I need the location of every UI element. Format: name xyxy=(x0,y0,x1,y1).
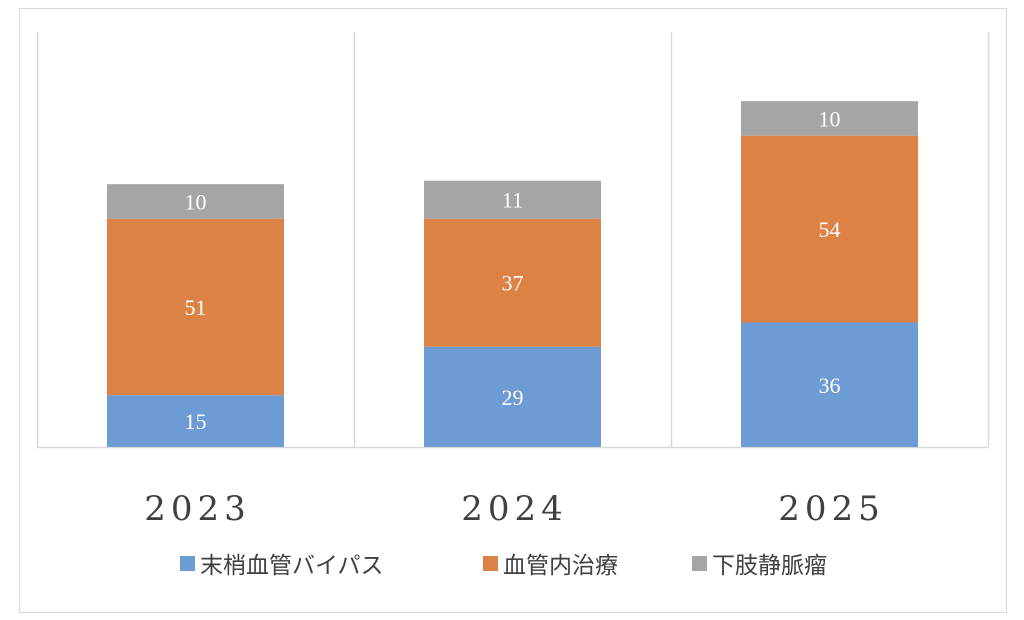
data-label: 29 xyxy=(502,385,524,410)
bar-segment xyxy=(424,180,601,219)
data-label: 54 xyxy=(819,217,841,242)
data-label: 10 xyxy=(185,189,207,214)
data-label: 37 xyxy=(502,271,524,296)
data-label: 11 xyxy=(502,188,523,213)
legend-label: 血管内治療 xyxy=(503,553,618,579)
legend-label: 末梢血管バイパス xyxy=(200,553,384,579)
bar-segment xyxy=(741,322,918,447)
data-label: 10 xyxy=(819,106,841,131)
legend-swatch xyxy=(483,556,498,571)
bar-segment xyxy=(741,101,918,136)
bar-segment xyxy=(107,184,284,219)
data-label: 15 xyxy=(185,409,207,434)
legend-label: 下肢静脈瘤 xyxy=(712,553,827,579)
x-tick-label: 2025 xyxy=(778,489,885,529)
legend-swatch xyxy=(692,556,707,571)
legend-item: 末梢血管バイパス xyxy=(180,553,384,579)
legend-item: 血管内治療 xyxy=(483,553,618,579)
data-label: 51 xyxy=(185,295,207,320)
bar-segment xyxy=(107,395,284,447)
x-tick-label: 2023 xyxy=(144,489,251,529)
data-label: 36 xyxy=(819,373,841,398)
x-tick-label: 2024 xyxy=(461,489,568,529)
bar-segment xyxy=(424,346,601,447)
bar-segment xyxy=(424,218,601,347)
legend-item: 下肢静脈瘤 xyxy=(692,553,827,579)
bar-segment xyxy=(107,218,284,396)
legend-swatch xyxy=(180,556,195,571)
bar-segment xyxy=(741,135,918,323)
